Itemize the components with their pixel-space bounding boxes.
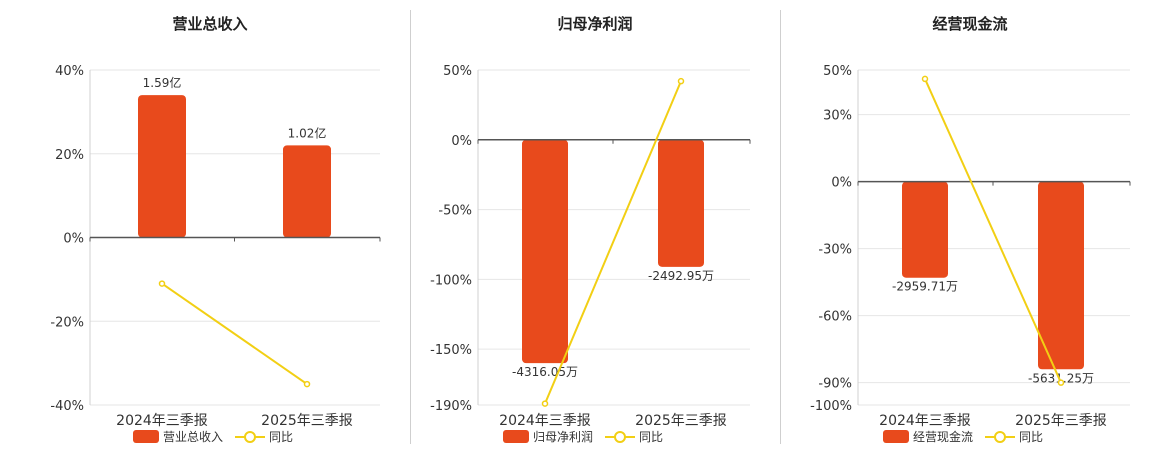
yoy-point — [677, 77, 685, 85]
legend-bar-label: 营业总收入 — [163, 430, 224, 444]
data-label: -2492.95万 — [648, 269, 714, 283]
y-tick-label: -30% — [818, 243, 852, 258]
y-tick-label: -60% — [818, 310, 852, 325]
data-label: -5631.25万 — [1028, 371, 1094, 385]
legend-bar-swatch — [883, 430, 909, 443]
yoy-point — [1057, 379, 1065, 386]
bar — [283, 145, 331, 238]
yoy-point — [541, 400, 549, 407]
legend: 营业总收入 同比 — [133, 428, 293, 445]
yoy-line — [924, 78, 1062, 384]
y-tick-label: 50% — [823, 64, 852, 79]
y-tick-label: -190% — [430, 399, 472, 414]
x-tick-label: 2025年三季报 — [1015, 413, 1107, 429]
chart-panel-net-profit: 归母净利润 50% 0% -50% -100% -150% -190% -4316.05万 -… — [410, 0, 780, 450]
y-tick-label: -40% — [50, 399, 84, 414]
bar — [902, 181, 948, 278]
chart-panel-revenue: 营业总收入 40% 20% 0% -20% -40% 1.59亿 1.02亿 2024年三季报… — [0, 0, 410, 450]
x-tick-label: 2024年三季报 — [879, 413, 971, 429]
y-tick-label: -20% — [50, 315, 84, 330]
x-tick-label: 2024年三季报 — [499, 413, 591, 429]
yoy-line — [544, 80, 682, 404]
x-tick-label: 2025年三季报 — [261, 413, 353, 429]
y-tick-label: 0% — [831, 176, 852, 191]
panel-divider — [780, 10, 781, 444]
chart-panel-cash-flow: 经营现金流 50% 30% 0% -30% -60% -90% -100% -2959.71万… — [780, 0, 1160, 450]
yoy-point — [158, 280, 166, 287]
bar — [1038, 181, 1084, 370]
panel-divider — [410, 10, 411, 444]
y-tick-label: -100% — [810, 399, 852, 414]
chart-title: 归母净利润 — [557, 15, 633, 33]
legend-line-key — [605, 430, 636, 443]
legend-bar-swatch — [133, 430, 159, 443]
legend: 归母净利润 同比 — [503, 428, 663, 445]
legend-bar-label: 归母净利润 — [533, 430, 594, 444]
y-tick-label: -100% — [430, 273, 472, 288]
yoy-point — [921, 75, 929, 83]
legend-bar-swatch — [503, 430, 529, 443]
chart-title: 经营现金流 — [932, 15, 1008, 33]
chart-net-profit: 50% 0% -50% -100% -150% -190% -4316.05万 -2492.9… — [430, 64, 751, 429]
data-label: 1.02亿 — [288, 125, 327, 140]
y-tick-label: -90% — [818, 377, 852, 392]
legend-line-label: 同比 — [1019, 430, 1044, 444]
y-tick-label: 30% — [823, 109, 852, 124]
legend-line-label: 同比 — [639, 430, 664, 444]
y-tick-label: 40% — [55, 64, 84, 79]
y-tick-label: 0% — [63, 232, 84, 247]
legend-line-key — [235, 430, 266, 443]
y-tick-label: -150% — [430, 343, 472, 358]
legend-line-key — [985, 430, 1016, 443]
y-tick-label: 50% — [443, 64, 472, 79]
legend-bar-label: 经营现金流 — [913, 430, 974, 444]
chart-revenue: 40% 20% 0% -20% -40% 1.59亿 1.02亿 2024年三季报 2025年三… — [50, 64, 381, 429]
legend-line-label: 同比 — [269, 430, 294, 444]
y-tick-label: 20% — [55, 148, 84, 163]
data-label: -2959.71万 — [892, 280, 958, 294]
chart-cash-flow: 50% 30% 0% -30% -60% -90% -100% -2959.71万 -5631.… — [810, 64, 1131, 429]
x-tick-label: 2025年三季报 — [635, 413, 727, 429]
yoy-line — [161, 282, 308, 385]
data-label: 1.59亿 — [143, 75, 182, 90]
bar — [658, 139, 704, 267]
y-tick-label: 0% — [451, 134, 472, 149]
x-tick-label: 2024年三季报 — [116, 413, 208, 429]
data-label: -4316.05万 — [512, 365, 578, 379]
chart-title: 营业总收入 — [172, 15, 248, 33]
bar — [138, 95, 186, 238]
y-tick-label: -50% — [438, 204, 472, 219]
bar — [522, 139, 568, 364]
legend: 经营现金流 同比 — [883, 428, 1043, 445]
yoy-point — [303, 380, 311, 388]
